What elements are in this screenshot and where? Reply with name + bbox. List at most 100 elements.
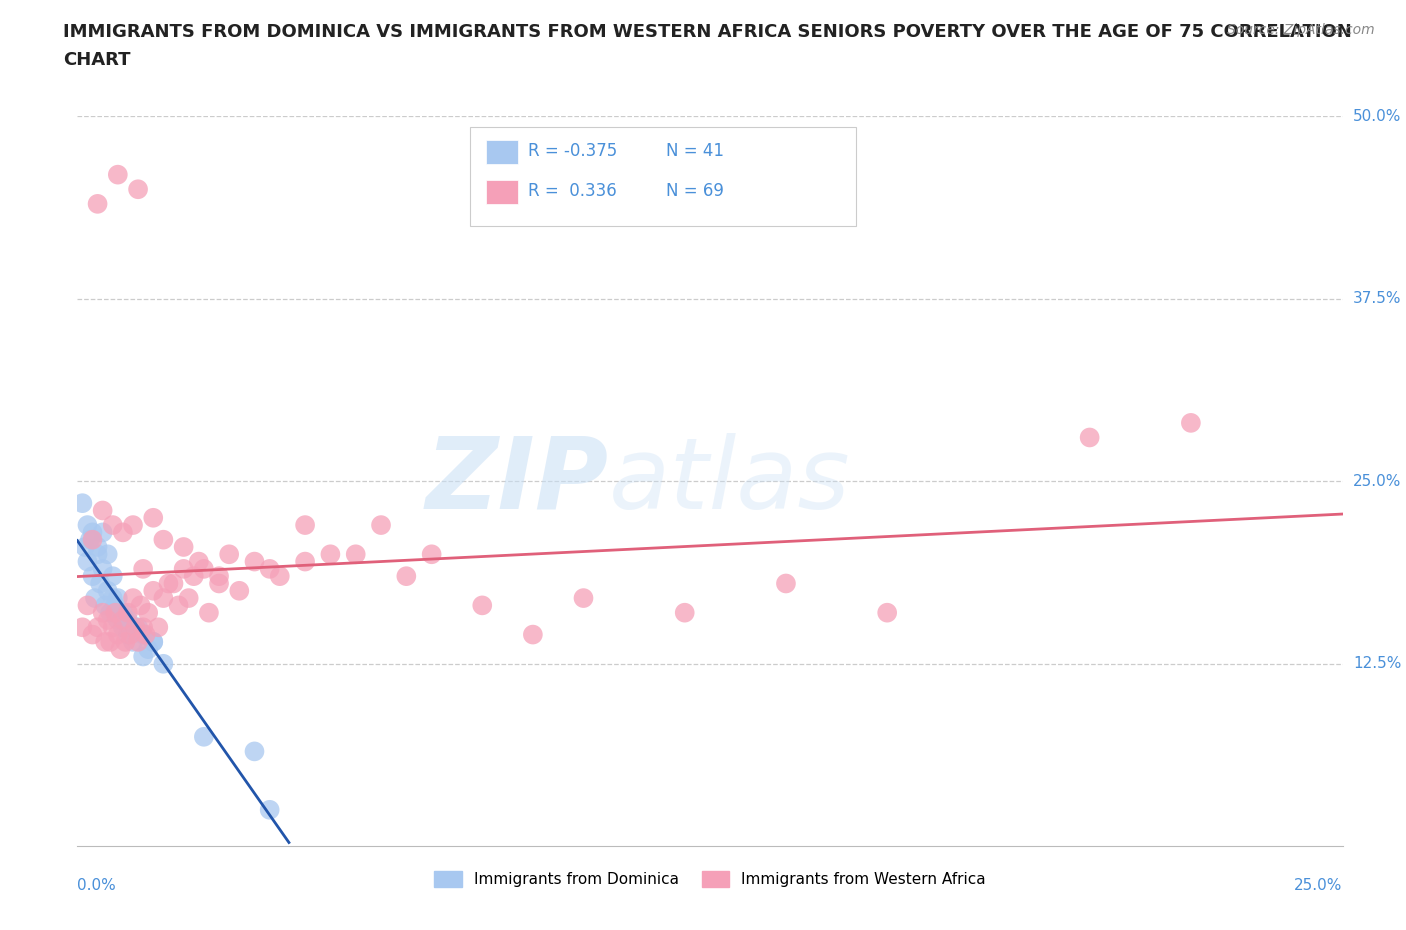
Point — [122, 518, 145, 533]
Point — [98, 605, 121, 620]
Point — [167, 598, 190, 613]
Point — [101, 518, 124, 533]
Point — [114, 613, 136, 628]
Point — [148, 620, 170, 635]
Text: N = 41: N = 41 — [666, 142, 724, 160]
Point — [76, 598, 98, 613]
Point — [294, 554, 316, 569]
Point — [110, 642, 132, 657]
Point — [82, 532, 104, 547]
Point — [72, 496, 94, 511]
Point — [135, 627, 157, 642]
Point — [111, 525, 134, 539]
Point — [117, 605, 139, 620]
Point — [173, 562, 195, 577]
Point — [198, 605, 221, 620]
Point — [120, 620, 142, 635]
Point — [152, 532, 174, 547]
Point — [208, 569, 231, 584]
FancyBboxPatch shape — [486, 179, 517, 204]
Point — [173, 539, 195, 554]
Point — [152, 591, 174, 605]
Point — [86, 620, 108, 635]
Point — [111, 620, 134, 635]
Point — [101, 569, 124, 584]
Point — [183, 569, 205, 584]
Point — [1180, 416, 1202, 431]
Point — [72, 620, 94, 635]
Point — [122, 620, 145, 635]
Point — [152, 657, 174, 671]
Point — [132, 620, 155, 635]
Point — [129, 598, 152, 613]
Point — [91, 605, 114, 620]
Point — [319, 547, 342, 562]
Text: 12.5%: 12.5% — [1353, 657, 1402, 671]
Point — [420, 547, 443, 562]
Point — [107, 613, 129, 628]
Point — [117, 627, 139, 642]
Point — [127, 634, 149, 649]
Point — [218, 547, 240, 562]
Point — [114, 634, 136, 649]
Point — [107, 167, 129, 182]
Point — [269, 569, 291, 584]
Point — [142, 583, 165, 598]
Point — [259, 803, 281, 817]
Text: 25.0%: 25.0% — [1295, 879, 1343, 894]
Point — [124, 620, 146, 635]
Point — [107, 627, 129, 642]
Point — [94, 598, 117, 613]
Point — [243, 554, 266, 569]
Text: CHART: CHART — [63, 51, 131, 69]
Point — [259, 562, 281, 577]
Point — [294, 518, 316, 533]
Point — [208, 576, 231, 591]
Point — [76, 518, 98, 533]
Point — [101, 620, 124, 635]
Point — [876, 605, 898, 620]
Point — [104, 605, 127, 620]
Point — [136, 605, 159, 620]
Point — [91, 503, 114, 518]
Point — [76, 554, 98, 569]
Point — [111, 605, 134, 620]
Point — [370, 518, 392, 533]
Point — [91, 525, 114, 539]
Point — [79, 532, 101, 547]
Point — [136, 642, 159, 657]
Text: Source: ZipAtlas.com: Source: ZipAtlas.com — [1227, 23, 1375, 37]
Text: ZIP: ZIP — [426, 432, 609, 530]
Text: atlas: atlas — [609, 432, 851, 530]
Legend: Immigrants from Dominica, Immigrants from Western Africa: Immigrants from Dominica, Immigrants fro… — [427, 865, 993, 894]
Point — [142, 634, 165, 649]
Point — [117, 613, 139, 628]
Text: IMMIGRANTS FROM DOMINICA VS IMMIGRANTS FROM WESTERN AFRICA SENIORS POVERTY OVER : IMMIGRANTS FROM DOMINICA VS IMMIGRANTS F… — [63, 23, 1353, 41]
Point — [84, 591, 107, 605]
Point — [97, 583, 120, 598]
Point — [775, 576, 797, 591]
Text: N = 69: N = 69 — [666, 182, 724, 201]
Point — [94, 634, 117, 649]
Point — [89, 576, 111, 591]
Point — [82, 627, 104, 642]
Point — [142, 634, 165, 649]
Point — [132, 649, 155, 664]
Point — [127, 620, 149, 635]
Point — [162, 576, 184, 591]
Point — [98, 634, 121, 649]
Point — [193, 729, 215, 744]
Point — [157, 576, 180, 591]
FancyBboxPatch shape — [470, 127, 855, 226]
Text: R = -0.375: R = -0.375 — [527, 142, 617, 160]
Point — [120, 627, 142, 642]
Point — [177, 591, 200, 605]
Text: 25.0%: 25.0% — [1353, 473, 1402, 489]
Point — [110, 605, 132, 620]
Point — [122, 591, 145, 605]
Point — [127, 182, 149, 197]
Point — [132, 562, 155, 577]
Text: R =  0.336: R = 0.336 — [527, 182, 617, 201]
Point — [673, 605, 696, 620]
Point — [243, 744, 266, 759]
